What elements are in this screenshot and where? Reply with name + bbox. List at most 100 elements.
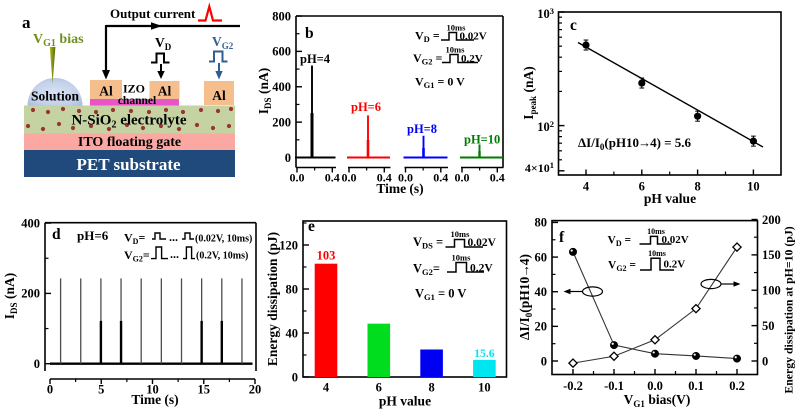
- svg-text:Time (s): Time (s): [376, 181, 423, 196]
- svg-text:10ms: 10ms: [647, 227, 665, 236]
- svg-text:c: c: [570, 17, 577, 34]
- svg-text:0: 0: [762, 354, 768, 368]
- svg-text:a: a: [22, 13, 31, 32]
- svg-text:0.4: 0.4: [377, 171, 392, 185]
- svg-text:6: 6: [376, 381, 382, 395]
- svg-text:150: 150: [762, 248, 781, 262]
- svg-text:0: 0: [47, 383, 53, 397]
- svg-text:VD =: VD =: [415, 29, 440, 45]
- svg-text:6: 6: [639, 180, 645, 194]
- svg-text:103: 103: [317, 249, 336, 263]
- svg-text:ΔI/I0(pH10→4) = 5.6: ΔI/I0(pH10→4) = 5.6: [578, 135, 692, 152]
- svg-text:VG2 =: VG2 =: [608, 260, 636, 274]
- svg-text:pH=8: pH=8: [407, 122, 437, 136]
- svg-text:IZO: IZO: [123, 82, 145, 96]
- svg-text:f: f: [559, 229, 565, 246]
- svg-text:800: 800: [272, 9, 291, 23]
- svg-text:-0.1: -0.1: [604, 379, 624, 393]
- svg-text:80: 80: [286, 282, 299, 296]
- svg-text:(0.2V, 10ms): (0.2V, 10ms): [196, 251, 248, 262]
- svg-text:0: 0: [541, 354, 547, 368]
- svg-text:0: 0: [34, 357, 40, 371]
- svg-text:0.02V: 0.02V: [460, 31, 487, 43]
- svg-text:0.0: 0.0: [647, 379, 663, 393]
- svg-text:channel: channel: [118, 95, 156, 107]
- svg-text:VD =: VD =: [608, 235, 632, 249]
- svg-text:120: 120: [279, 238, 298, 252]
- svg-text:10: 10: [747, 180, 760, 194]
- svg-text:60: 60: [535, 250, 548, 264]
- svg-text:10ms: 10ms: [446, 45, 466, 55]
- svg-text:VD=: VD=: [124, 231, 145, 247]
- svg-text:8: 8: [428, 381, 434, 395]
- svg-text:10ms: 10ms: [648, 249, 666, 258]
- svg-text:pH value: pH value: [644, 191, 696, 206]
- svg-text:10: 10: [146, 383, 159, 397]
- svg-text:0.02V: 0.02V: [468, 237, 497, 249]
- svg-text:-0.2: -0.2: [563, 379, 583, 393]
- svg-text:ITO floating gate: ITO floating gate: [78, 135, 181, 150]
- svg-text:ΔI/I0(pH10→4): ΔI/I0(pH10→4): [517, 254, 534, 340]
- svg-text:0.0: 0.0: [342, 171, 357, 185]
- svg-text:0.1: 0.1: [688, 379, 704, 393]
- svg-text:Energy dissipation (pJ): Energy dissipation (pJ): [265, 232, 280, 366]
- svg-text:80: 80: [535, 216, 548, 230]
- svg-text:pH=4: pH=4: [300, 52, 331, 66]
- svg-text:10ms: 10ms: [447, 23, 467, 33]
- svg-text:15: 15: [198, 383, 211, 397]
- svg-text:0.2V: 0.2V: [461, 53, 483, 65]
- svg-text:100: 100: [762, 284, 781, 298]
- svg-text:VG1 bias: VG1 bias: [33, 32, 84, 49]
- svg-text:200: 200: [762, 213, 781, 227]
- svg-text:PET substrate: PET substrate: [76, 155, 181, 174]
- svg-text:pH=10: pH=10: [464, 133, 500, 147]
- svg-text:VG1 = 0 V: VG1 = 0 V: [415, 75, 465, 91]
- svg-text:200: 200: [272, 115, 291, 129]
- svg-text:400: 400: [272, 80, 291, 94]
- svg-text:10ms: 10ms: [451, 229, 471, 239]
- svg-text:pH value: pH value: [379, 394, 431, 409]
- svg-text:4: 4: [583, 180, 590, 194]
- svg-text:VG2=: VG2=: [413, 262, 440, 278]
- svg-text:e: e: [308, 218, 315, 235]
- svg-text:5: 5: [98, 383, 104, 397]
- svg-text:0.2V: 0.2V: [470, 263, 493, 275]
- svg-text:4×101: 4×101: [525, 160, 554, 175]
- svg-text:b: b: [305, 25, 314, 42]
- svg-text:VG2=: VG2=: [124, 248, 150, 264]
- svg-text:20: 20: [249, 383, 262, 397]
- svg-text:N-SiO2 electrolyte: N-SiO2 electrolyte: [71, 113, 186, 131]
- svg-text:10: 10: [478, 381, 491, 395]
- svg-text:4: 4: [323, 381, 330, 395]
- svg-text:0.2: 0.2: [729, 379, 745, 393]
- svg-text:8: 8: [694, 180, 700, 194]
- svg-text:40: 40: [535, 285, 548, 299]
- svg-text:Al: Al: [99, 84, 113, 99]
- svg-text:VG2 =: VG2 =: [413, 51, 443, 67]
- svg-text:...: ...: [170, 247, 179, 261]
- svg-text:Solution: Solution: [31, 89, 80, 104]
- svg-text:(0.02V, 10ms): (0.02V, 10ms): [195, 234, 252, 245]
- svg-text:200: 200: [21, 287, 40, 301]
- svg-text:VDS =: VDS =: [413, 235, 443, 251]
- svg-text:...: ...: [169, 230, 178, 244]
- svg-text:40: 40: [286, 326, 299, 340]
- svg-text:d: d: [52, 226, 61, 243]
- svg-text:15.6: 15.6: [474, 346, 495, 360]
- svg-text:0.0: 0.0: [290, 171, 305, 185]
- svg-text:50: 50: [762, 319, 775, 333]
- svg-text:0.2V: 0.2V: [664, 259, 686, 271]
- svg-text:20: 20: [535, 320, 548, 334]
- svg-text:0.0: 0.0: [398, 171, 413, 185]
- svg-text:Al: Al: [158, 84, 172, 99]
- svg-text:pH=6: pH=6: [351, 100, 381, 114]
- svg-text:Output current: Output current: [110, 6, 196, 21]
- svg-text:600: 600: [272, 45, 291, 59]
- svg-text:0.4: 0.4: [325, 171, 340, 185]
- svg-text:0.4: 0.4: [433, 171, 448, 185]
- svg-text:400: 400: [21, 216, 40, 230]
- svg-text:0.4: 0.4: [490, 171, 505, 185]
- svg-text:0: 0: [292, 370, 298, 384]
- svg-text:0.02V: 0.02V: [662, 234, 689, 246]
- svg-text:10ms: 10ms: [452, 253, 472, 263]
